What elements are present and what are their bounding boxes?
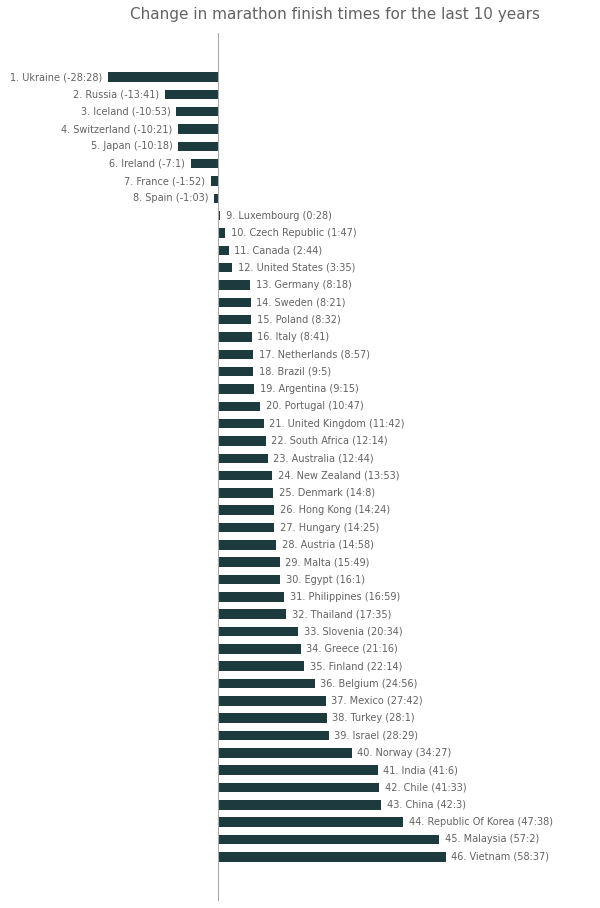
Text: 39. Israel (28:29): 39. Israel (28:29) [331, 731, 418, 741]
Bar [218, 245, 229, 255]
Bar [191, 159, 218, 169]
Bar [218, 453, 268, 463]
Text: 17. Netherlands (8:57): 17. Netherlands (8:57) [256, 350, 370, 360]
Text: 35. Finland (22:14): 35. Finland (22:14) [307, 661, 403, 671]
Bar [176, 107, 218, 116]
Text: 34. Greece (21:16): 34. Greece (21:16) [303, 644, 398, 654]
Text: 30. Egypt (16:1): 30. Egypt (16:1) [283, 575, 365, 585]
Text: 6. Ireland (-7:1): 6. Ireland (-7:1) [109, 159, 188, 169]
Bar [218, 592, 284, 602]
Bar [218, 644, 301, 654]
Text: 36. Belgium (24:56): 36. Belgium (24:56) [317, 678, 418, 688]
Bar [218, 506, 274, 515]
Text: 25. Denmark (14:8): 25. Denmark (14:8) [275, 488, 375, 498]
Bar [218, 852, 446, 862]
Bar [218, 298, 251, 307]
Text: 38. Turkey (28:1): 38. Turkey (28:1) [329, 713, 415, 723]
Bar [218, 436, 266, 446]
Bar [218, 540, 276, 549]
Bar [214, 193, 218, 203]
Text: 14. Sweden (8:21): 14. Sweden (8:21) [253, 297, 346, 307]
Bar [218, 350, 253, 359]
Text: 41. India (41:6): 41. India (41:6) [380, 765, 458, 775]
Text: 19. Argentina (9:15): 19. Argentina (9:15) [257, 384, 358, 394]
Text: 1. Ukraine (-28:28): 1. Ukraine (-28:28) [10, 72, 105, 82]
Bar [218, 817, 403, 827]
Bar [218, 627, 298, 637]
Bar [218, 315, 251, 324]
Bar [218, 332, 252, 341]
Text: 4. Switzerland (-10:21): 4. Switzerland (-10:21) [61, 124, 176, 134]
Bar [218, 211, 220, 221]
Text: 37. Mexico (27:42): 37. Mexico (27:42) [328, 696, 423, 706]
Bar [218, 696, 326, 706]
Bar [108, 73, 218, 82]
Bar [218, 281, 250, 290]
Text: 13. Germany (8:18): 13. Germany (8:18) [253, 280, 352, 290]
Bar [178, 142, 218, 151]
Bar [211, 176, 218, 186]
Text: 7. France (-1:52): 7. France (-1:52) [124, 176, 208, 186]
Bar [218, 419, 263, 429]
Text: 32. Thailand (17:35): 32. Thailand (17:35) [289, 609, 391, 619]
Text: 8. Spain (-1:03): 8. Spain (-1:03) [133, 193, 212, 203]
Bar [218, 609, 286, 619]
Text: 9. Luxembourg (0:28): 9. Luxembourg (0:28) [223, 211, 331, 221]
Text: 21. United Kingdom (11:42): 21. United Kingdom (11:42) [266, 419, 404, 429]
Text: 23. Australia (12:44): 23. Australia (12:44) [270, 453, 374, 463]
Text: 12. United States (3:35): 12. United States (3:35) [235, 262, 355, 272]
Bar [218, 401, 260, 411]
Bar [218, 800, 381, 810]
Bar [218, 748, 352, 757]
Text: 15. Poland (8:32): 15. Poland (8:32) [254, 315, 341, 325]
Text: 18. Brazil (9:5): 18. Brazil (9:5) [256, 367, 331, 377]
Bar [218, 384, 254, 394]
Text: 42. Chile (41:33): 42. Chile (41:33) [382, 783, 467, 793]
Text: 2. Russia (-13:41): 2. Russia (-13:41) [73, 89, 163, 99]
Bar [218, 834, 439, 844]
Text: 28. Austria (14:58): 28. Austria (14:58) [279, 540, 374, 550]
Bar [218, 661, 304, 671]
Bar [218, 558, 280, 567]
Bar [218, 471, 272, 480]
Bar [218, 783, 379, 793]
Text: 31. Philippines (16:59): 31. Philippines (16:59) [287, 592, 400, 602]
Text: 27. Hungary (14:25): 27. Hungary (14:25) [277, 523, 379, 533]
Text: 24. New Zealand (13:53): 24. New Zealand (13:53) [275, 470, 399, 480]
Text: 20. Portugal (10:47): 20. Portugal (10:47) [263, 401, 364, 411]
Bar [218, 523, 274, 532]
Bar [218, 714, 327, 723]
Bar [165, 90, 218, 99]
Bar [218, 263, 232, 272]
Text: 26. Hong Kong (14:24): 26. Hong Kong (14:24) [277, 505, 390, 515]
Text: 22. South Africa (12:14): 22. South Africa (12:14) [268, 436, 388, 446]
Bar [218, 679, 315, 688]
Text: 43. China (42:3): 43. China (42:3) [384, 800, 466, 810]
Bar [218, 489, 273, 498]
Text: 5. Japan (-10:18): 5. Japan (-10:18) [91, 142, 176, 152]
Bar [218, 731, 329, 740]
Bar [218, 367, 253, 377]
Bar [218, 228, 225, 238]
Bar [178, 124, 218, 133]
Text: 16. Italy (8:41): 16. Italy (8:41) [254, 332, 329, 342]
Text: 45. Malaysia (57:2): 45. Malaysia (57:2) [442, 834, 539, 844]
Text: 3. Iceland (-10:53): 3. Iceland (-10:53) [80, 107, 173, 117]
Text: 46. Vietnam (58:37): 46. Vietnam (58:37) [448, 852, 549, 862]
Text: 44. Republic Of Korea (47:38): 44. Republic Of Korea (47:38) [406, 817, 553, 827]
Bar [218, 765, 377, 775]
Bar [218, 575, 280, 585]
Text: 29. Malta (15:49): 29. Malta (15:49) [282, 558, 370, 568]
Text: 10. Czech Republic (1:47): 10. Czech Republic (1:47) [228, 228, 356, 238]
Text: 11. Canada (2:44): 11. Canada (2:44) [232, 245, 323, 255]
Title: Change in marathon finish times for the last 10 years: Change in marathon finish times for the … [130, 7, 539, 22]
Text: 40. Norway (34:27): 40. Norway (34:27) [355, 748, 452, 758]
Text: 33. Slovenia (20:34): 33. Slovenia (20:34) [301, 627, 402, 637]
